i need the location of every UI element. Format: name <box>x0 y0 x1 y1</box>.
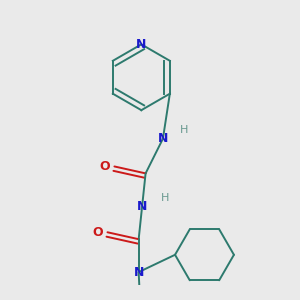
Text: N: N <box>134 266 144 279</box>
Text: O: O <box>99 160 110 173</box>
Text: N: N <box>158 132 168 145</box>
Text: N: N <box>137 200 147 213</box>
Text: H: H <box>179 125 188 135</box>
Text: H: H <box>160 193 169 202</box>
Text: O: O <box>92 226 103 239</box>
Text: N: N <box>136 38 146 51</box>
